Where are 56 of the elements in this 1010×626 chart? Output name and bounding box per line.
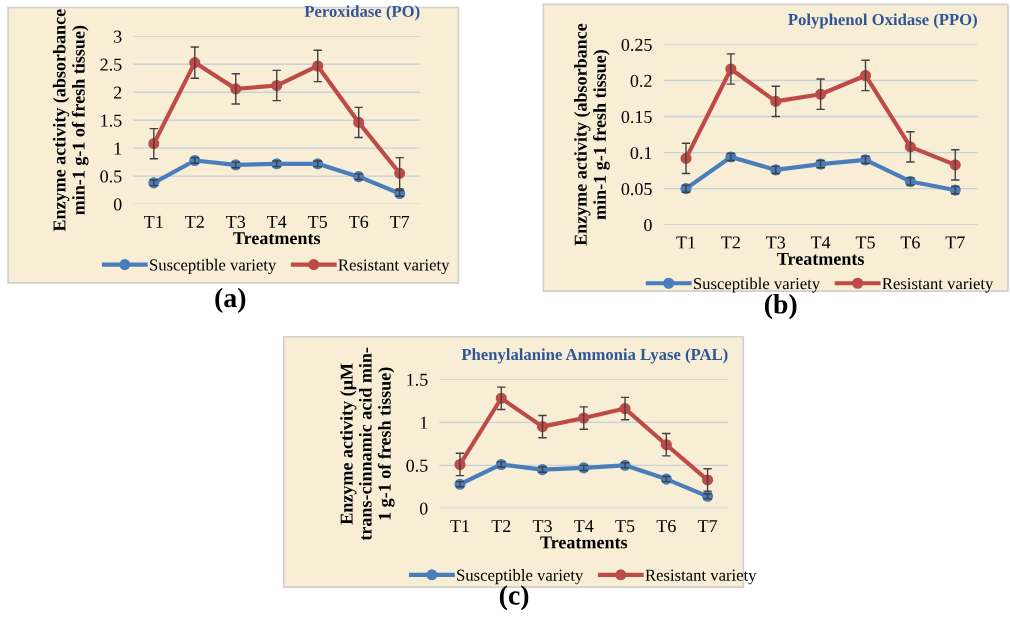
y-tick-label: 0 <box>113 198 122 211</box>
legend-label: Susceptible variety <box>693 277 821 293</box>
legend-label: Resistant variety <box>338 259 450 275</box>
chart-title: Polyphenol Oxidase (PPO) <box>788 13 977 29</box>
x-tick-label: T3 <box>532 520 552 533</box>
x-axis-title: Treatments <box>233 232 321 245</box>
x-tick-label: T6 <box>348 215 369 228</box>
y-tick-label: 0.15 <box>621 110 652 124</box>
y-axis-title: Enzyme activity (absorbance min-1 g-1 fresh tissue) <box>574 23 610 246</box>
x-tick-label: T6 <box>900 236 920 249</box>
legend-label: Resistant variety <box>882 278 994 293</box>
y-tick-label: 0.1 <box>630 146 652 160</box>
x-tick-label: T2 <box>491 520 511 532</box>
x-tick-label: T3 <box>226 215 246 228</box>
x-axis-title: Treatments <box>777 252 864 265</box>
y-tick-label: 0.2 <box>630 74 652 88</box>
x-tick-label: T5 <box>308 215 328 228</box>
x-tick-label: T1 <box>676 236 695 249</box>
y-axis-title: Enzyme activity (absorbance min-1 g-1 of fresh tissue) <box>52 9 89 232</box>
y-tick-label: 2.5 <box>100 58 122 71</box>
y-tick-label: 3 <box>114 30 122 43</box>
legend-label: Susceptible variety <box>457 569 584 585</box>
chart-title: Phenylalanine Ammonia Lyase (PAL) <box>461 348 728 364</box>
y-axis-title: Enzyme activity (µM trans-cinnamic acid min- 1 g-1 of fresh tissue) <box>340 347 395 541</box>
x-tick-label: T7 <box>697 520 718 532</box>
y-tick-label: 0 <box>419 502 428 515</box>
x-tick-label: T4 <box>810 236 831 249</box>
y-tick-label: 0.25 <box>621 38 652 51</box>
x-tick-label: T2 <box>185 215 204 228</box>
text: (a) <box>215 287 246 313</box>
x-tick-label: T5 <box>615 520 635 533</box>
y-tick-label: 0.5 <box>100 170 122 183</box>
legend-label: Resistant variety <box>645 569 757 585</box>
x-tick-label: T4 <box>267 215 287 228</box>
text: (c) <box>499 585 529 611</box>
y-tick-label: 1 <box>420 416 428 429</box>
chart-title: Peroxidase (PO) <box>304 5 420 21</box>
y-tick-label: 1.5 <box>407 373 428 386</box>
x-tick-label: T1 <box>450 520 469 532</box>
text: (b) <box>764 294 797 320</box>
x-tick-label: T6 <box>656 520 676 533</box>
y-tick-label: 1 <box>114 142 122 155</box>
y-tick-label: 0 <box>644 218 652 232</box>
x-tick-label: T3 <box>766 236 786 249</box>
y-tick-label: 0.5 <box>406 459 428 472</box>
y-tick-label: 2 <box>113 86 122 99</box>
legend-label: Susceptible variety <box>150 258 277 275</box>
x-tick-label: T1 <box>144 215 163 228</box>
x-tick-label: T4 <box>574 520 594 532</box>
x-axis-title: Treatments <box>540 536 628 549</box>
x-tick-label: T7 <box>945 236 965 249</box>
y-tick-label: 1.5 <box>101 114 122 127</box>
x-tick-label: T5 <box>855 236 875 249</box>
y-tick-label: 0.05 <box>621 182 652 196</box>
x-tick-label: T7 <box>389 215 410 228</box>
x-tick-label: T2 <box>721 236 740 249</box>
